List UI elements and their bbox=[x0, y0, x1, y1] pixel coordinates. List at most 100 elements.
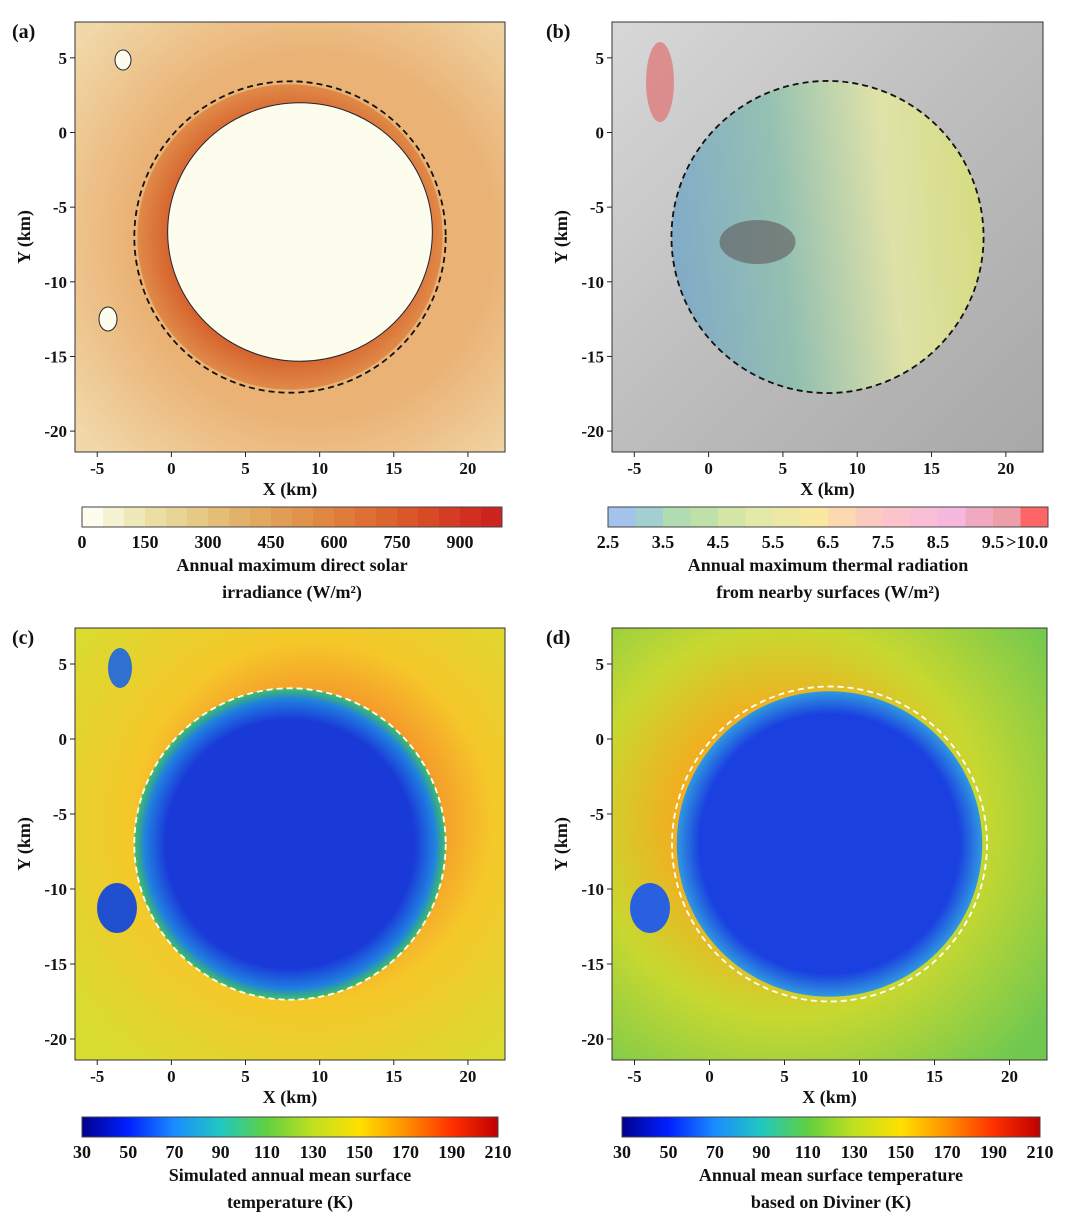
colorbar-bin bbox=[608, 507, 636, 527]
colorbar-tick-label: 130 bbox=[300, 1142, 327, 1162]
colorbar-tick-label: 900 bbox=[447, 532, 474, 552]
colorbar-tick-label: 3.5 bbox=[652, 532, 675, 552]
x-tick-label: 5 bbox=[241, 1067, 250, 1086]
x-tick-label: 15 bbox=[385, 1067, 402, 1086]
colorbar-tick-label: 30 bbox=[73, 1142, 91, 1162]
map-image bbox=[612, 22, 1043, 452]
colorbar-bin bbox=[910, 507, 939, 527]
colorbar-bin bbox=[397, 507, 419, 527]
colorbar-bin bbox=[883, 507, 911, 527]
y-tick-label: -15 bbox=[581, 955, 604, 974]
x-tick-label: 0 bbox=[705, 1067, 714, 1086]
colorbar-tick-label: 4.5 bbox=[707, 532, 730, 552]
y-tick-label: 5 bbox=[59, 655, 68, 674]
colorbar-tick-label: 450 bbox=[258, 532, 285, 552]
x-tick-label: 20 bbox=[1001, 1067, 1018, 1086]
colorbar-tick-label: >10.0 bbox=[1006, 532, 1048, 552]
colorbar-bin bbox=[271, 507, 293, 527]
colorbar-tick-label: 90 bbox=[212, 1142, 230, 1162]
y-tick-label: -5 bbox=[53, 198, 67, 217]
colorbar-bin bbox=[103, 507, 125, 527]
y-tick-label: -5 bbox=[590, 805, 604, 824]
colorbar-tick-label: 600 bbox=[321, 532, 348, 552]
colorbar-tick-label: 50 bbox=[659, 1142, 677, 1162]
x-axis-label: X (km) bbox=[800, 479, 855, 500]
y-tick-label: 0 bbox=[59, 123, 68, 142]
y-tick-label: 0 bbox=[596, 730, 605, 749]
colorbar-bin bbox=[745, 507, 774, 527]
y-tick-label: 5 bbox=[596, 655, 605, 674]
colorbar-tick-label: 190 bbox=[980, 1142, 1007, 1162]
x-axis-label: X (km) bbox=[802, 1087, 857, 1108]
colorbar-tick-label: 210 bbox=[485, 1142, 512, 1162]
y-tick-label: -20 bbox=[581, 1030, 604, 1049]
cold-patch bbox=[108, 648, 132, 688]
colorbar-tick-label: 150 bbox=[132, 532, 159, 552]
y-tick-label: -5 bbox=[53, 805, 67, 824]
x-tick-label: 5 bbox=[779, 459, 788, 478]
x-axis-label: X (km) bbox=[263, 479, 318, 500]
x-tick-label: 5 bbox=[241, 459, 250, 478]
colorbar-bin bbox=[690, 507, 719, 527]
colorbar: 30 50 70 90 110 130 150 170 190 210 Simulated annu… bbox=[73, 1116, 512, 1213]
colorbar-tick-label: 110 bbox=[795, 1142, 821, 1162]
colorbar-bin bbox=[828, 507, 856, 527]
x-axis-label: X (km) bbox=[263, 1087, 318, 1108]
colorbar-tick-label: 150 bbox=[887, 1142, 914, 1162]
colorbar-bin bbox=[187, 507, 209, 527]
colorbar-tick-label: 70 bbox=[706, 1142, 724, 1162]
colorbar-tick-label: 300 bbox=[195, 532, 222, 552]
crater-rim-circle bbox=[670, 80, 985, 394]
colorbar: 2.5 3.5 4.5 5.5 6.5 7.5 8.5 9.5 >10.0 Annual maxi… bbox=[597, 506, 1049, 603]
x-tick-label: 5 bbox=[780, 1067, 789, 1086]
panel-label: (a) bbox=[12, 21, 35, 43]
colorbar-bin bbox=[855, 507, 884, 527]
colorbar-tick-label: 170 bbox=[392, 1142, 419, 1162]
hot-patch bbox=[646, 42, 674, 122]
colorbar: 30 50 70 90 110 130 150 170 190 210 Annual mean su… bbox=[613, 1116, 1054, 1213]
y-tick-label: -10 bbox=[44, 880, 67, 899]
y-axis-label: Y (km) bbox=[14, 817, 35, 871]
colorbar-bin bbox=[663, 507, 691, 527]
colorbar-tick-label: 110 bbox=[254, 1142, 280, 1162]
colorbar-tick-label: 210 bbox=[1027, 1142, 1054, 1162]
x-tick-label: -5 bbox=[90, 1067, 104, 1086]
colorbar-frame bbox=[621, 1116, 1041, 1138]
shadowed-patch bbox=[114, 49, 132, 71]
colorbar-tick-label: 130 bbox=[841, 1142, 868, 1162]
panel-label: (c) bbox=[12, 627, 34, 649]
y-axis-label: Y (km) bbox=[14, 210, 35, 264]
colorbar-tick-label: 7.5 bbox=[872, 532, 895, 552]
x-tick-label: 0 bbox=[167, 1067, 176, 1086]
y-tick-label: 0 bbox=[596, 123, 605, 142]
colorbar-bin bbox=[965, 507, 994, 527]
x-tick-label: -5 bbox=[627, 459, 641, 478]
y-tick-label: -20 bbox=[44, 1030, 67, 1049]
x-tick-label: -5 bbox=[627, 1067, 641, 1086]
crater-floor bbox=[134, 688, 446, 1000]
x-tick-label: 20 bbox=[459, 1067, 476, 1086]
colorbar-bin bbox=[124, 507, 146, 527]
colorbar-title: temperature (K) bbox=[227, 1192, 353, 1213]
y-tick-label: -15 bbox=[44, 955, 67, 974]
map-image bbox=[612, 628, 1047, 1060]
plot-frame bbox=[74, 21, 506, 453]
y-tick-label: -10 bbox=[44, 273, 67, 292]
colorbar-tick-label: 190 bbox=[438, 1142, 465, 1162]
colorbar-title: based on Diviner (K) bbox=[751, 1192, 911, 1213]
colorbar-bin bbox=[439, 507, 461, 527]
colorbar-bin bbox=[292, 507, 314, 527]
colorbar-bin bbox=[1020, 507, 1049, 527]
y-tick-label: -10 bbox=[581, 880, 604, 899]
map-image bbox=[75, 22, 505, 452]
colorbar-bin bbox=[313, 507, 335, 527]
y-tick-label: -20 bbox=[581, 422, 604, 441]
colorbar-tick-label: 2.5 bbox=[597, 532, 620, 552]
colorbar-bin bbox=[718, 507, 746, 527]
x-tick-label: 15 bbox=[385, 459, 402, 478]
colorbar-bin bbox=[418, 507, 440, 527]
colorbar-bin bbox=[355, 507, 377, 527]
colorbar-tick-label: 8.5 bbox=[927, 532, 950, 552]
colorbar-title: from nearby surfaces (W/m²) bbox=[716, 582, 940, 603]
